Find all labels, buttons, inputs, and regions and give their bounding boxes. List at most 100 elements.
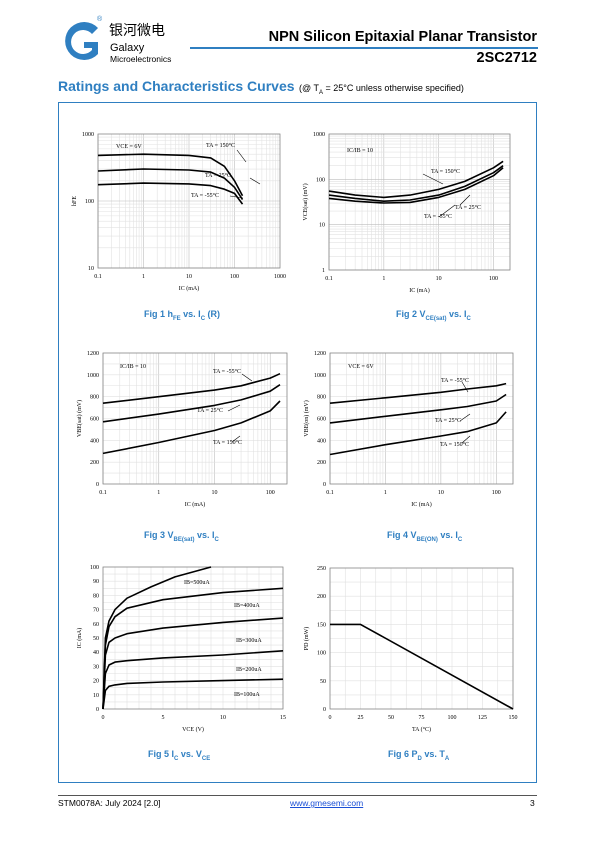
- y-tick-label: 400: [317, 438, 326, 444]
- caption-fig1: Fig 1 hFE vs. IC (R): [144, 309, 220, 322]
- y-tick-label: 1000: [87, 373, 99, 379]
- y-axis-label: hFE: [72, 196, 78, 206]
- series-line: [102, 617, 284, 710]
- caption-fig3-sub1: BE(sat): [173, 536, 195, 543]
- annotation-leader: [227, 404, 241, 412]
- charts-frame: [58, 102, 537, 783]
- y-tick-label: 0: [96, 707, 99, 713]
- annotation-label: TA = 150°C: [440, 441, 469, 448]
- x-tick-label: 100: [489, 276, 498, 282]
- x-tick-label: 5: [162, 715, 165, 721]
- caption-fig5-mid: vs. V: [178, 749, 202, 759]
- x-tick-label: 100: [230, 274, 239, 280]
- y-tick-label: 600: [90, 417, 99, 423]
- y-tick-label: 1000: [314, 373, 326, 379]
- y-tick-label: 60: [93, 622, 99, 628]
- annotation-leader: [422, 173, 444, 185]
- annotation-label: TA = 25°C: [435, 417, 461, 424]
- y-tick-label: 200: [317, 460, 326, 466]
- x-tick-label: 10: [438, 490, 444, 496]
- x-tick-label: 0: [102, 715, 105, 721]
- y-tick-label: 50: [320, 679, 326, 685]
- caption-fig5: Fig 5 IC vs. VCE: [148, 749, 210, 762]
- section-note: (@ TA = 25°C unless otherwise specified): [299, 83, 464, 96]
- y-tick-label: 30: [93, 664, 99, 670]
- series-line: [102, 650, 284, 710]
- x-tick-label: 1: [382, 276, 385, 282]
- plot-frame: [328, 133, 511, 271]
- plot-frame: [329, 567, 514, 710]
- y-tick-label: 1000: [313, 132, 325, 138]
- series-line: [102, 587, 284, 710]
- caption-fig3: Fig 3 VBE(sat) vs. IC: [144, 530, 219, 543]
- series-line: [102, 566, 212, 710]
- header-rule: [190, 47, 538, 49]
- annotation-leader: [229, 195, 244, 199]
- logo-chinese-name: 银河微电: [109, 23, 165, 39]
- annotation-label: VCE = 6V: [348, 364, 374, 370]
- annotation-label: IB=100uA: [234, 692, 260, 698]
- caption-fig2-sub1: CE(sat): [425, 315, 447, 322]
- caption-fig4-mid: vs. I: [437, 530, 458, 540]
- caption-fig1-post: (R): [205, 309, 221, 319]
- series-line: [102, 400, 281, 455]
- x-tick-label: 0.1: [94, 274, 102, 280]
- galaxy-logo-icon: [65, 22, 98, 60]
- header: ® 银河微电 Galaxy Microelectronics NPN Silic…: [0, 0, 595, 80]
- series-line: [102, 678, 284, 710]
- x-tick-label: 1: [157, 490, 160, 496]
- y-tick-label: 10: [93, 693, 99, 699]
- y-tick-label: 250: [317, 566, 326, 572]
- x-tick-label: 10: [436, 276, 442, 282]
- y-tick-label: 20: [93, 679, 99, 685]
- x-axis-label: IC (mA): [179, 285, 200, 292]
- annotation-label: TA = -55°C: [191, 192, 219, 199]
- caption-fig4: Fig 4 VBE(ON) vs. IC: [387, 530, 462, 543]
- y-tick-label: 100: [85, 199, 94, 205]
- x-tick-label: 1000: [274, 274, 286, 280]
- annotation-leader: [461, 381, 469, 393]
- annotation-label: IB=200uA: [236, 667, 262, 673]
- caption-fig4-sub1: BE(ON): [416, 536, 438, 543]
- annotation-leader: [241, 373, 253, 382]
- annotation-label: TA = 150°C: [206, 142, 235, 149]
- y-tick-label: 200: [90, 460, 99, 466]
- y-tick-label: 200: [317, 594, 326, 600]
- series-line: [330, 623, 514, 710]
- series-line: [329, 382, 507, 404]
- y-tick-label: 1200: [87, 351, 99, 357]
- annotation-label: IB=500uA: [184, 580, 210, 586]
- y-tick-label: 800: [90, 395, 99, 401]
- annotation-label: TA = 150°C: [213, 439, 242, 446]
- y-tick-label: 80: [93, 593, 99, 599]
- footer-website-link[interactable]: www.gmesemi.com: [290, 798, 364, 808]
- annotation-label: IC/IB = 10: [347, 148, 373, 154]
- annotation-label: VCE = 6V: [116, 144, 142, 150]
- annotation-leader: [236, 149, 247, 163]
- footer-page-number: 3: [530, 798, 535, 808]
- y-tick-label: 10: [319, 223, 325, 229]
- x-tick-label: 50: [388, 715, 394, 721]
- x-tick-label: 10: [211, 490, 217, 496]
- series-line: [97, 168, 244, 201]
- annotation-leader: [249, 177, 261, 185]
- y-tick-label: 70: [93, 608, 99, 614]
- logo-english-name: Galaxy: [110, 42, 145, 54]
- x-axis-label: IC (mA): [411, 501, 432, 508]
- footer-doc-id: STM0078A: July 2024 [2.0]: [58, 798, 161, 808]
- x-tick-label: 150: [509, 715, 518, 721]
- caption-fig2-sub2: C: [466, 315, 471, 322]
- caption-fig6-sub2: A: [444, 755, 450, 762]
- x-tick-label: 125: [478, 715, 487, 721]
- annotation-label: TA = -55°C: [424, 213, 452, 220]
- y-tick-label: 100: [317, 651, 326, 657]
- x-tick-label: 75: [419, 715, 425, 721]
- page-title: NPN Silicon Epitaxial Planar Transistor: [268, 29, 537, 45]
- section-note-sub: A: [318, 89, 323, 96]
- caption-fig2: Fig 2 VCE(sat) vs. IC: [396, 309, 471, 322]
- x-tick-label: 10: [186, 274, 192, 280]
- y-axis-label: IC (mA): [76, 628, 83, 649]
